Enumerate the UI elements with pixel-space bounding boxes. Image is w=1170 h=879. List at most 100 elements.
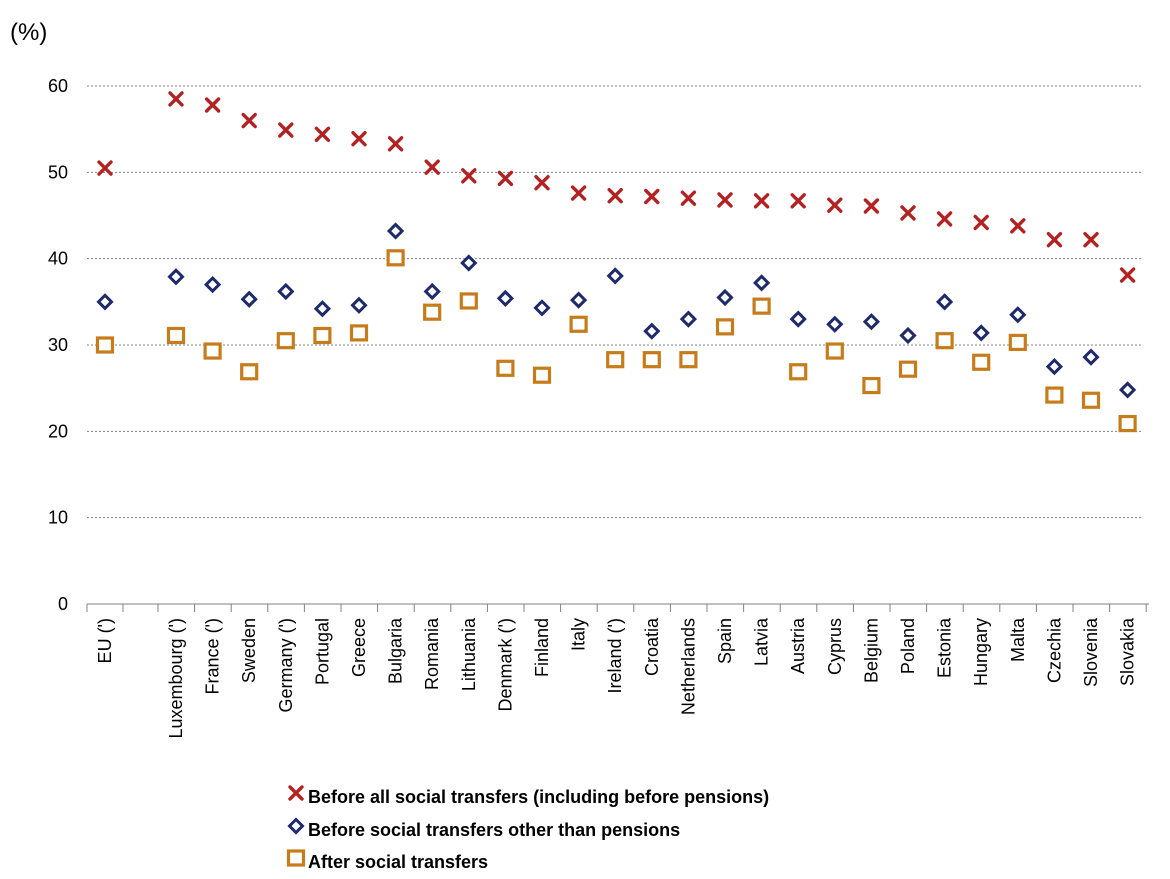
point-x bbox=[863, 198, 880, 214]
x-tick-label: Ireland (') bbox=[605, 618, 625, 693]
point-x bbox=[570, 185, 587, 201]
point-diamond bbox=[569, 291, 588, 309]
point-x bbox=[314, 126, 331, 143]
x-tick-label: Austria bbox=[788, 617, 808, 674]
point-x bbox=[241, 112, 257, 129]
x-axis: EU (') Luxembourg (') France (') Sweden Germ… bbox=[86, 603, 1149, 739]
point-diamond bbox=[350, 296, 368, 314]
point-x bbox=[753, 193, 770, 209]
x-tick-label: Latvia bbox=[752, 617, 772, 666]
point-square bbox=[862, 376, 881, 395]
point-square bbox=[313, 326, 332, 345]
point-square bbox=[1045, 386, 1064, 404]
point-square bbox=[532, 366, 552, 384]
point-diamond bbox=[935, 293, 954, 311]
x-tick-label: Italy bbox=[569, 618, 589, 651]
point-x bbox=[461, 168, 477, 184]
point-square bbox=[825, 342, 844, 360]
point-diamond bbox=[1045, 357, 1064, 376]
point-x bbox=[424, 159, 440, 175]
x-tick-label: Czechia bbox=[1044, 617, 1064, 683]
point-x bbox=[534, 174, 550, 191]
x-tick-label: Denmark (') bbox=[495, 618, 515, 711]
x-tick-label: Romania bbox=[422, 617, 442, 690]
point-x bbox=[168, 91, 184, 107]
x-tick-label: Croatia bbox=[642, 617, 662, 676]
point-square bbox=[606, 351, 625, 369]
point-x bbox=[900, 205, 916, 221]
point-square bbox=[642, 351, 661, 369]
x-tick-label: Greece bbox=[349, 618, 369, 677]
legend-marker-diamond bbox=[287, 817, 305, 835]
point-diamond bbox=[1118, 381, 1137, 399]
point-diamond bbox=[972, 324, 990, 342]
y-tick-label: 10 bbox=[48, 508, 68, 528]
point-square bbox=[276, 332, 295, 350]
point-square bbox=[679, 351, 698, 369]
y-tick-label: 60 bbox=[48, 76, 68, 96]
point-diamond bbox=[423, 282, 441, 301]
x-tick-label: Estonia bbox=[935, 617, 955, 678]
point-x bbox=[973, 214, 989, 231]
point-x bbox=[351, 130, 367, 147]
legend-entry-label: Before all social transfers (including b… bbox=[308, 787, 769, 807]
x-tick-label: Poland bbox=[898, 618, 918, 674]
point-square bbox=[1081, 391, 1101, 409]
point-x bbox=[278, 122, 294, 138]
point-square bbox=[240, 363, 259, 381]
y-axis: 0 10 20 30 40 50 60 bbox=[48, 76, 68, 614]
x-tick-label: Slovakia bbox=[1118, 617, 1138, 686]
point-square bbox=[496, 359, 515, 377]
point-diamond bbox=[167, 268, 185, 286]
point-diamond bbox=[533, 299, 551, 317]
point-x bbox=[204, 97, 221, 113]
x-tick-label: Luxembourg (') bbox=[166, 618, 186, 739]
point-square bbox=[459, 292, 478, 310]
point-square bbox=[715, 318, 735, 336]
x-tick-label: France (') bbox=[203, 618, 223, 694]
y-unit-label: (%) bbox=[10, 19, 47, 46]
point-square bbox=[166, 326, 186, 345]
point-x bbox=[607, 187, 623, 204]
point-square bbox=[203, 342, 222, 360]
point-square bbox=[349, 324, 369, 342]
point-x bbox=[936, 211, 953, 227]
point-square bbox=[1118, 414, 1137, 433]
point-diamond bbox=[240, 290, 258, 308]
point-x bbox=[680, 190, 697, 206]
point-x bbox=[827, 197, 843, 213]
legend-entry-label: After social transfers bbox=[308, 852, 488, 872]
x-tick-label: Malta bbox=[1008, 617, 1028, 662]
x-tick-label: Bulgaria bbox=[386, 617, 406, 684]
x-tick-label: Spain bbox=[715, 618, 735, 664]
point-diamond bbox=[277, 282, 295, 301]
point-square bbox=[386, 249, 405, 267]
point-x bbox=[644, 188, 660, 205]
x-tick-label: Germany (') bbox=[276, 618, 296, 712]
point-diamond bbox=[606, 267, 624, 285]
point-square bbox=[1008, 333, 1027, 352]
point-x bbox=[387, 136, 404, 152]
y-tick-label: 30 bbox=[48, 335, 68, 355]
point-x bbox=[97, 160, 113, 176]
point-square bbox=[423, 303, 442, 321]
legend-entry-label: Before social transfers other than pensi… bbox=[308, 820, 680, 840]
point-diamond bbox=[752, 274, 771, 292]
point-square bbox=[789, 363, 808, 381]
x-tick-label: Hungary bbox=[971, 618, 991, 686]
y-tick-label: 40 bbox=[48, 249, 68, 269]
point-square bbox=[972, 353, 991, 371]
point-x bbox=[1083, 231, 1099, 248]
point-square bbox=[95, 336, 115, 354]
x-tick-label: Sweden bbox=[239, 618, 259, 683]
y-tick-label: 0 bbox=[58, 594, 68, 614]
point-x bbox=[717, 192, 733, 208]
x-tick-label: Netherlands bbox=[678, 618, 698, 715]
point-diamond bbox=[96, 293, 114, 311]
point-x bbox=[1119, 267, 1136, 283]
point-square bbox=[752, 297, 771, 315]
x-tick-label: Slovenia bbox=[1081, 617, 1101, 687]
point-square bbox=[569, 315, 588, 333]
point-diamond bbox=[826, 315, 844, 333]
point-x bbox=[1046, 231, 1063, 248]
